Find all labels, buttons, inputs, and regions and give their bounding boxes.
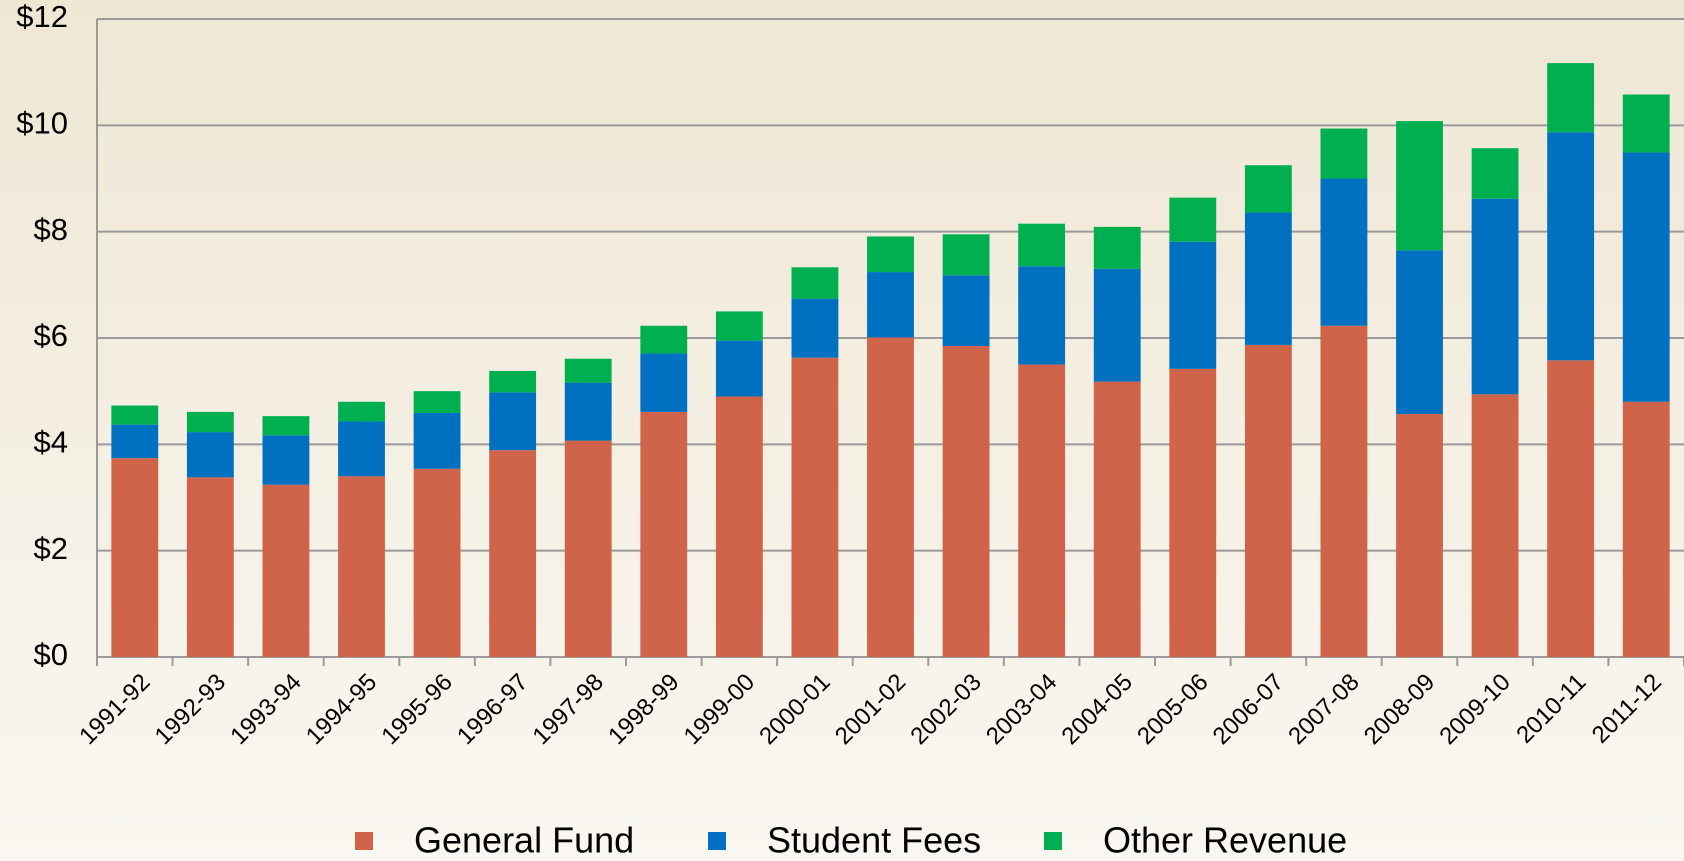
bar-segment — [1471, 198, 1519, 395]
legend-label: Other Revenue — [1103, 820, 1347, 861]
x-tick-label: 2009-10 — [1434, 669, 1515, 750]
bar-segment — [1093, 381, 1141, 657]
bar-segment — [867, 236, 914, 273]
bar-segment — [1622, 94, 1670, 153]
bar-segment — [942, 345, 990, 657]
x-tick-label: 1993-94 — [225, 669, 306, 750]
bar-segment — [867, 272, 914, 338]
bar-segment — [715, 311, 763, 341]
bar-segment — [1169, 241, 1217, 369]
bar-segment — [640, 411, 688, 657]
bar-segment — [111, 458, 159, 657]
x-tick-label: 2002-03 — [905, 669, 986, 750]
y-tick-label: $6 — [34, 318, 68, 353]
bar-segment — [111, 424, 159, 459]
bar-segment — [1471, 394, 1519, 657]
y-tick-label: $8 — [34, 212, 68, 247]
x-tick-label: 1996-97 — [452, 669, 533, 750]
bar-segment — [1622, 401, 1670, 657]
y-tick-label: $10 — [16, 106, 68, 141]
bar-segment — [262, 484, 310, 657]
y-tick-label: $4 — [34, 425, 68, 460]
legend-swatch — [355, 832, 373, 850]
bar-segment — [942, 275, 990, 346]
x-tick-label: 2010-11 — [1511, 669, 1591, 749]
bar-segment — [564, 358, 612, 383]
bar-segment — [791, 267, 839, 299]
x-tick-label: 2011-12 — [1587, 669, 1667, 749]
bar-segment — [1396, 414, 1443, 657]
y-tick-label: $0 — [34, 637, 68, 672]
bar-segment — [791, 357, 839, 657]
x-tick-label: 2000-01 — [754, 669, 835, 750]
x-tick-label: 2004-05 — [1057, 669, 1138, 750]
bar-segment — [715, 396, 763, 657]
bar-segment — [791, 298, 839, 358]
bar-segment — [1244, 344, 1292, 657]
legend-label: General Fund — [414, 820, 634, 861]
bar-segment — [413, 468, 461, 657]
bar-segment — [1547, 63, 1595, 133]
bar-segment — [186, 411, 234, 433]
x-tick-label: 1995-96 — [376, 669, 457, 750]
bar-segment — [1320, 325, 1368, 657]
bar-segment — [1471, 148, 1519, 199]
x-tick-label: 1999-00 — [679, 669, 760, 750]
bar-segment — [867, 337, 914, 657]
bar-segment — [1396, 250, 1443, 415]
bar-segment — [186, 477, 234, 657]
x-tick-label: 1992-93 — [150, 669, 231, 750]
bar-segment — [489, 450, 537, 657]
x-tick-label: 1997-98 — [528, 669, 609, 750]
x-tick-label: 2005-06 — [1132, 669, 1213, 750]
bar-segment — [1622, 152, 1670, 402]
legend-label: Student Fees — [767, 820, 981, 861]
x-tick-label: 2008-09 — [1359, 669, 1440, 750]
bar-segment — [1396, 121, 1443, 251]
bar-segment — [338, 421, 385, 477]
bar-segment — [262, 416, 310, 436]
bar-segment — [1244, 165, 1292, 213]
bar-segment — [413, 391, 461, 413]
x-tick-label: 2003-04 — [981, 669, 1062, 750]
bar-segment — [564, 440, 612, 657]
legend-swatch — [708, 832, 726, 850]
bar-segment — [942, 234, 990, 276]
bar-segment — [489, 392, 537, 451]
bar-segment — [1093, 226, 1141, 269]
bar-segment — [1320, 128, 1368, 179]
x-tick-label: 2007-08 — [1283, 669, 1364, 750]
bar-segment — [1244, 212, 1292, 345]
bar-segment — [1547, 360, 1595, 657]
bar-segment — [489, 370, 537, 393]
bar-segment — [111, 405, 159, 425]
bar-segment — [640, 353, 688, 412]
bar-segment — [715, 340, 763, 397]
x-tick-label: 2006-07 — [1208, 669, 1289, 750]
bar-segment — [1018, 223, 1066, 267]
bar-segment — [1320, 178, 1368, 326]
bar-segment — [1018, 364, 1066, 657]
bar-segment — [1547, 132, 1595, 361]
x-tick-label: 1994-95 — [301, 669, 382, 750]
y-tick-label: $12 — [16, 0, 68, 34]
bar-segment — [338, 401, 385, 422]
bar-segment — [1093, 268, 1141, 382]
bar-segment — [262, 435, 310, 485]
bar-segment — [564, 382, 612, 441]
x-tick-label: 1998-99 — [603, 669, 684, 750]
bar-segment — [640, 325, 688, 354]
legend-swatch — [1044, 832, 1062, 850]
y-tick-label: $2 — [34, 531, 68, 566]
bar-segment — [1018, 266, 1066, 365]
bar-segment — [1169, 197, 1217, 242]
bar-segment — [1169, 368, 1217, 657]
bar-segment — [338, 476, 385, 657]
bar-segment — [186, 432, 234, 478]
x-tick-label: 1991-92 — [74, 669, 155, 750]
bar-segment — [413, 412, 461, 469]
x-tick-label: 2001-02 — [830, 669, 911, 750]
